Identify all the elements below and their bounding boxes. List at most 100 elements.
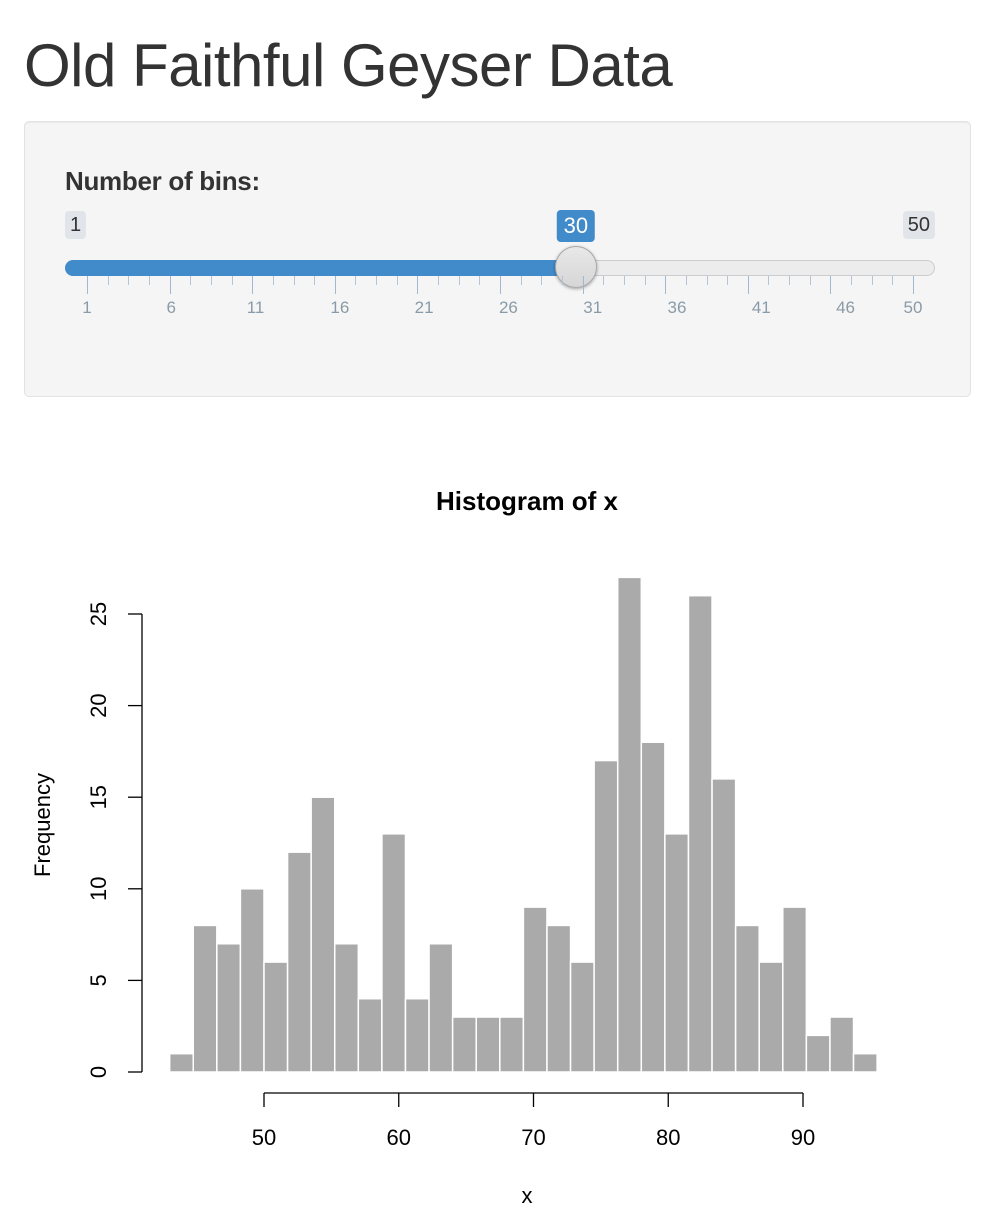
histogram-bar (616, 576, 643, 1073)
slider-minor-tick (479, 276, 481, 285)
slider-grid-label: 26 (498, 298, 518, 317)
slider-major-tick (87, 276, 88, 294)
slider-grid-label: 11 (246, 298, 265, 317)
slider-major-tick (500, 276, 501, 294)
slider-minor-tick (438, 276, 440, 285)
slider-handle[interactable] (554, 246, 597, 288)
slider-minor-tick (107, 276, 109, 285)
page-title: Old Faithful Geyser Data (24, 32, 673, 99)
histogram-bar (499, 1016, 525, 1073)
histogram-bar (640, 741, 666, 1073)
slider-minor-tick (148, 276, 150, 285)
slider-minor-tick (603, 276, 605, 285)
slider-minor-tick (128, 276, 130, 285)
histogram-bar (734, 924, 760, 1073)
histogram-bar (428, 943, 454, 1073)
slider-major-tick (747, 276, 749, 294)
x-tick-label: 60 (387, 1125, 411, 1150)
histogram-bar (310, 796, 336, 1073)
histogram-bar (475, 1016, 501, 1073)
slider-minor-tick (809, 276, 811, 285)
y-axis-title: Frequency (30, 773, 55, 877)
slider-fill (65, 260, 576, 276)
slider-major-tick (582, 276, 584, 294)
histogram-bar (451, 1016, 477, 1073)
slider-grid-label: 50 (903, 298, 923, 317)
x-tick-label: 90 (791, 1125, 815, 1150)
slider-min-label: 1 (65, 211, 87, 239)
slider-minor-tick (644, 276, 646, 285)
slider-minor-tick (396, 276, 398, 285)
histogram-bar (569, 961, 595, 1073)
x-axis-title: x (522, 1183, 533, 1208)
y-tick-label: 15 (86, 785, 111, 809)
x-tick-label: 80 (656, 1125, 680, 1150)
slider-minor-tick (706, 276, 708, 285)
slider-minor-tick (520, 276, 522, 285)
slider-max-label: 50 (902, 211, 935, 239)
histogram-bar (829, 1016, 855, 1073)
histogram-bar (381, 833, 407, 1073)
histogram-bar (286, 851, 312, 1073)
histogram-bar (239, 888, 265, 1073)
x-tick-label: 70 (521, 1125, 545, 1150)
y-tick-label: 5 (86, 974, 111, 986)
slider-minor-tick (685, 276, 687, 285)
y-tick-label: 25 (86, 602, 111, 626)
slider-major-tick (913, 276, 914, 294)
y-tick-label: 0 (86, 1066, 111, 1078)
slider-minor-tick (871, 276, 873, 285)
x-tick-label: 50 (252, 1125, 276, 1150)
histogram-bar (664, 833, 690, 1073)
slider-value-label: 30 (556, 210, 596, 242)
bins-slider[interactable]: 1 50 30 1 6 11 16 21 26 31 36 41 46 50 (65, 208, 935, 328)
slider-minor-tick (190, 276, 192, 285)
slider-major-tick (417, 276, 419, 294)
slider-minor-tick (210, 276, 212, 285)
slider-grid-label: 6 (166, 298, 177, 317)
y-tick-label: 20 (86, 693, 111, 717)
histogram-bar (805, 1034, 831, 1073)
histogram-bar (593, 759, 619, 1073)
slider-grid-label: 1 (82, 298, 92, 317)
slider-minor-tick (727, 276, 729, 285)
slider-major-tick (169, 276, 171, 294)
histogram-bar (357, 997, 383, 1073)
slider-minor-tick (355, 276, 357, 285)
slider-major-tick (665, 276, 667, 294)
slider-minor-tick (314, 276, 316, 285)
histogram-chart: Histogram of x 50 60 70 80 90 x 0 5 10 15 20 25 Frequ… (30, 486, 878, 1208)
distribution-plot: Histogram of x 50 60 70 80 90 x 0 5 10 15 20 25 Frequ… (0, 470, 1002, 1227)
slider-minor-tick (231, 276, 233, 285)
histogram-bar (216, 943, 242, 1073)
slider-minor-tick (272, 276, 274, 285)
histogram-bar (404, 997, 430, 1073)
histogram-bar (333, 943, 360, 1073)
slider-minor-tick (851, 276, 853, 285)
histogram-bar (546, 924, 572, 1073)
slider-grid-label: 36 (667, 298, 687, 317)
slider-grid: 1 6 11 16 21 26 31 36 41 46 50 (65, 276, 935, 317)
y-tick-label: 10 (86, 877, 111, 901)
slider-minor-tick (623, 276, 625, 285)
slider-major-tick (252, 276, 254, 294)
chart-title: Histogram of x (436, 486, 619, 516)
slider-grid-label: 31 (583, 298, 603, 317)
histogram-bar (852, 1052, 878, 1073)
slider-minor-tick (561, 276, 563, 285)
slider-minor-tick (293, 276, 295, 285)
slider-grid-label: 21 (414, 298, 434, 317)
histogram-bar (687, 594, 713, 1073)
histogram-bar (522, 906, 548, 1073)
slider-minor-tick (458, 276, 460, 285)
histogram-bar (263, 961, 289, 1073)
slider-grid-label: 16 (330, 298, 350, 317)
slider-grid-label: 41 (751, 298, 771, 317)
slider-minor-tick (768, 276, 770, 285)
slider-major-tick (334, 276, 336, 294)
slider-minor-tick (541, 276, 543, 285)
histogram-bar (168, 1052, 195, 1073)
slider-major-tick (830, 276, 832, 294)
sidebar-panel: Number of bins: 1 50 30 1 6 11 16 21 26 31 36 41… (24, 121, 971, 397)
histogram-bar (192, 924, 218, 1073)
